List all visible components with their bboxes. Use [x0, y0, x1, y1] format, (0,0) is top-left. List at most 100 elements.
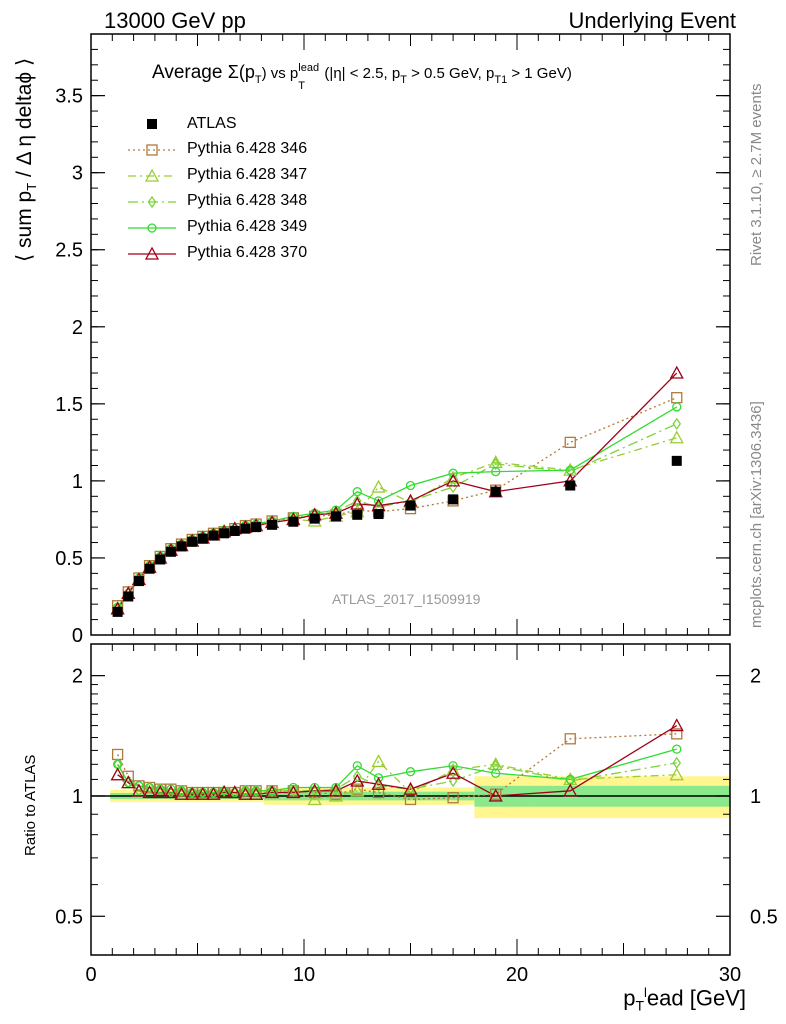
data-point-1-24 [671, 392, 683, 404]
plot-title-i: > 0.5 GeV, p [406, 65, 495, 82]
mcplots-label: mcplots.cern.ch [arXiv:1306.3436] [748, 401, 765, 628]
data-point-3-18 [352, 494, 362, 508]
ratio-point-5-23 [563, 783, 578, 797]
ratio-point-5-13 [248, 786, 264, 800]
ratio-point-5-12 [238, 786, 253, 800]
ratio-point-3-24 [672, 756, 682, 770]
ratio-point-5-11 [227, 785, 242, 799]
ratio-point-4-6 [176, 786, 187, 796]
ratio-point-1-21 [447, 792, 459, 804]
series-line-4 [117, 406, 678, 608]
ratio-point-4-24 [672, 744, 682, 754]
data-point-4-18 [352, 487, 362, 497]
header-left: 13000 GeV pp [104, 8, 246, 33]
ratio-point-5-5 [163, 785, 178, 799]
main-series-lines [117, 372, 678, 610]
legend-label-atlas: ATLAS [187, 115, 237, 132]
ratio-point-4-5 [166, 784, 176, 794]
plot-title-j: T1 [494, 73, 508, 86]
ratio-point-3-17 [331, 783, 341, 796]
ratio-point-3-10 [219, 784, 229, 797]
legend-label-349: Pythia 6.428 349 [187, 218, 308, 235]
data-point-5-21 [446, 473, 461, 487]
ratio-point-5-14 [264, 785, 280, 799]
xtick-label: 0 [85, 964, 96, 986]
ratio-point-5-2 [131, 783, 147, 797]
legend-marker-5 [144, 246, 160, 260]
ratio-ytick-label-right: 1 [750, 786, 761, 808]
ratio-point-5-7 [185, 786, 200, 800]
ratio-point-1-23 [564, 733, 576, 745]
data-point-3-24 [672, 417, 682, 431]
data-point-5-24 [669, 365, 684, 379]
ratio-point-3-9 [209, 786, 218, 799]
atlas-point-7 [187, 536, 198, 547]
ratio-point-2-20 [403, 785, 418, 799]
ratio-point-3-12 [241, 784, 250, 797]
ratio-y-axis-label: Ratio to ATLAS [22, 754, 39, 856]
data-point-3-23 [565, 465, 575, 478]
data-point-4-24 [672, 402, 682, 412]
xtick-label: 10 [293, 964, 315, 986]
data-point-2-24 [669, 430, 684, 444]
series-line-1 [117, 397, 678, 607]
ratio-point-3-13 [251, 784, 261, 797]
atlas-point-24 [671, 455, 682, 466]
ratio-point-1-24 [671, 728, 683, 740]
legend-label-346: Pythia 6.428 346 [187, 140, 308, 157]
plot-title-e: lead [298, 62, 320, 74]
legend-marker-0 [147, 119, 157, 129]
legend-samples [128, 119, 176, 260]
atlas-point-20 [405, 500, 416, 511]
main-ytick-label: 1.5 [55, 394, 83, 416]
atlas-point-19 [373, 509, 384, 520]
analysis-label: ATLAS_2017_I1509919 [332, 591, 481, 607]
header-right: Underlying Event [568, 8, 736, 33]
ratio-series-markers [110, 718, 684, 806]
plot-title-h: T [400, 73, 407, 86]
data-point-3-21 [448, 480, 458, 494]
main-ytick-label: 2.5 [55, 240, 83, 262]
plot-title-k: > 1 GeV) [507, 65, 572, 82]
ratio-ytick-label: 1 [72, 786, 83, 808]
ratio-point-3-22 [491, 759, 500, 772]
atlas-point-15 [288, 516, 299, 527]
ratio-point-2-18 [350, 783, 365, 797]
data-point-5-18 [350, 496, 365, 510]
ratio-point-3-7 [187, 786, 197, 799]
ratio-point-5-15 [286, 785, 301, 799]
ratio-point-5-8 [195, 786, 210, 800]
main-ytick-label: 2 [72, 317, 83, 339]
ratio-point-5-3 [142, 785, 157, 799]
atlas-point-1 [123, 591, 134, 602]
ratio-ytick-label-right: 2 [750, 666, 761, 688]
ratio-point-4-21 [448, 761, 458, 771]
ratio-ytick-label: 0.5 [55, 906, 83, 928]
ratio-point-2-24 [669, 767, 684, 781]
ratio-point-3-14 [267, 784, 277, 797]
ratio-point-3-6 [177, 784, 186, 797]
atlas-point-12 [240, 523, 251, 534]
ratio-point-2-16 [307, 792, 322, 806]
main-series-markers [110, 365, 684, 617]
series-line-3 [117, 423, 678, 608]
ratio-point-4-12 [240, 786, 251, 796]
ratio-point-2-19 [371, 754, 386, 768]
ratio-ytick-label: 2 [72, 666, 83, 688]
atlas-point-5 [165, 546, 176, 557]
atlas-point-14 [267, 519, 278, 530]
atlas-point-6 [176, 541, 187, 552]
data-point-4-20 [405, 480, 416, 491]
xtick-label: 30 [719, 964, 741, 986]
atlas-point-13 [251, 522, 262, 533]
plot-title-d: ) vs p [261, 65, 299, 82]
ratio-point-5-0 [110, 767, 125, 781]
ratio-point-5-18 [350, 773, 365, 787]
ratio-point-4-20 [405, 767, 416, 777]
atlas-point-16 [309, 513, 320, 524]
xtick-label: 20 [506, 964, 528, 986]
legend-marker-3 [147, 195, 157, 209]
data-point-4-22 [491, 467, 501, 477]
ratio-point-5-9 [206, 786, 221, 800]
